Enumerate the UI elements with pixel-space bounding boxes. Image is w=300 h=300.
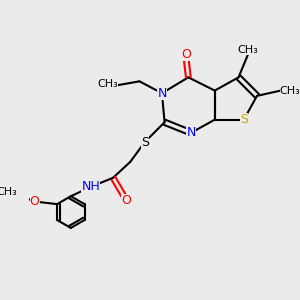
Text: CH₃: CH₃: [0, 187, 17, 197]
Text: CH₃: CH₃: [237, 45, 258, 55]
Text: N: N: [186, 126, 196, 139]
Text: CH₃: CH₃: [280, 85, 300, 96]
Text: S: S: [240, 113, 248, 126]
Text: O: O: [181, 48, 191, 62]
Text: N: N: [157, 87, 167, 100]
Text: NH: NH: [81, 181, 100, 194]
Text: CH₃: CH₃: [98, 79, 118, 89]
Text: O: O: [30, 195, 40, 208]
Text: S: S: [141, 136, 149, 148]
Text: O: O: [121, 194, 131, 207]
